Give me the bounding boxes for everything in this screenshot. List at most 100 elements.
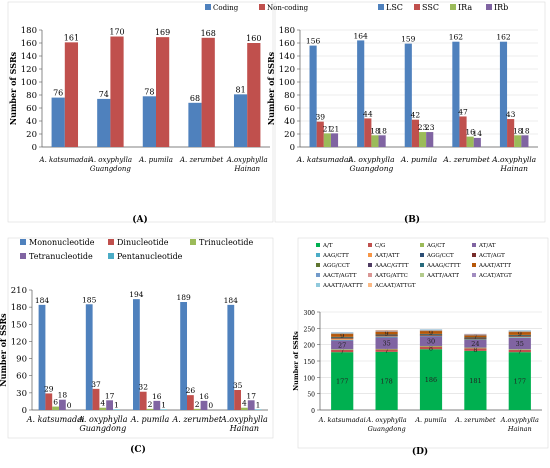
bar [153, 400, 161, 410]
category-label: A. katsumadai [26, 415, 85, 424]
legend-label: ACT/AGT [478, 253, 505, 259]
legend-label: AAG/CTT [322, 253, 349, 259]
legend-swatch [414, 4, 420, 10]
bar [99, 407, 107, 410]
y-tick-label: 60 [16, 372, 27, 382]
bar [193, 408, 201, 410]
data-label: 8 [429, 344, 433, 352]
category-label: Guangdong [349, 164, 393, 173]
data-label: 9 [518, 330, 522, 338]
data-label: 168 [201, 29, 216, 38]
legend-label: AATG/ATTC [374, 273, 408, 279]
data-label: 1 [256, 400, 261, 409]
y-tick-label: 150 [11, 320, 27, 330]
stacked-bar-segment [464, 335, 487, 338]
stacked-bar-segment [375, 335, 398, 336]
data-label: 18 [370, 126, 380, 135]
category-label: A. pumila [130, 415, 170, 424]
y-tick-label: 100 [304, 375, 316, 382]
stacked-bar-segment [419, 329, 443, 330]
stacked-bar-segment [419, 334, 443, 335]
data-label: 177 [514, 378, 526, 386]
legend-label: AACT/AGTT [322, 273, 357, 279]
stacked-bar-segment [331, 352, 354, 410]
data-label: 184 [224, 296, 239, 305]
legend-label: AATT/AATT [426, 273, 459, 279]
y-tick-label: 180 [279, 26, 295, 36]
chart-panel-a: 0 20 40 60 80 100 120 140 160 180 Number of SSRs 76… [7, 1, 309, 225]
stacked-bar-segment [375, 335, 398, 337]
bar [364, 118, 372, 147]
data-label: 4 [100, 399, 105, 408]
legend-swatch [420, 253, 424, 257]
panel-label: (C) [130, 444, 146, 455]
bar [92, 388, 100, 410]
data-label: 161 [64, 33, 79, 42]
stacked-bar-segment [464, 334, 487, 336]
data-label: 47 [458, 107, 468, 116]
stacked-bar-segment [464, 339, 487, 340]
stacked-bar-segment [419, 330, 443, 334]
panel-frame [7, 237, 274, 439]
data-label: 164 [354, 31, 369, 40]
data-label: 29 [44, 384, 54, 393]
data-label: 23 [425, 123, 435, 132]
data-label: 8 [473, 346, 477, 354]
bar [45, 393, 53, 410]
legend-label: AAT/ATT [374, 253, 400, 259]
data-label: 189 [176, 293, 191, 302]
stacked-bar-segment [419, 335, 443, 337]
category-label: Guangdong [368, 425, 406, 433]
y-tick-label: 160 [279, 39, 295, 49]
category-label: A. katsumadai [39, 156, 91, 164]
stacked-bar-segment [331, 332, 354, 334]
data-label: 1 [161, 400, 166, 409]
legend-label: AAAT/ATTT [478, 263, 511, 269]
bar [227, 304, 235, 410]
y-tick-label: 0 [311, 408, 315, 415]
legend-label: AGG/CCT [426, 253, 454, 259]
stacked-bar-segment [464, 337, 487, 338]
data-label: 32 [138, 383, 148, 392]
bar [85, 304, 93, 410]
stacked-bar-segment [508, 337, 531, 338]
bar [452, 41, 460, 148]
bar [309, 45, 317, 147]
y-tick-label: 120 [11, 337, 27, 347]
bar [180, 302, 188, 410]
legend-swatch [420, 263, 424, 267]
stacked-bar-segment [375, 336, 398, 337]
data-label: 2 [195, 400, 200, 409]
data-label: 18 [58, 391, 68, 400]
y-tick-label: 160 [21, 39, 37, 49]
stacked-bar-segment [508, 336, 531, 337]
stacked-bar-segment [419, 329, 443, 331]
legend-swatch [316, 263, 320, 267]
data-label: 39 [315, 113, 325, 122]
stacked-bar-segment [419, 334, 443, 336]
category-label: A. pumila [400, 155, 437, 164]
legend-swatch [20, 239, 26, 245]
data-label: 18 [520, 126, 530, 135]
legend-label: Coding [213, 4, 239, 12]
data-label: 6 [53, 398, 58, 407]
data-label: 156 [306, 37, 321, 46]
stacked-bar-segment [508, 335, 531, 337]
legend-label: AAATT/AATTT [322, 283, 363, 289]
stacked-bar-segment [464, 339, 487, 348]
y-tick-label: 140 [21, 52, 37, 62]
data-label: 159 [401, 35, 416, 44]
legend-swatch [420, 273, 424, 277]
bar [106, 400, 113, 410]
y-tick-label: 180 [11, 303, 27, 313]
stacked-bar-segment [375, 348, 398, 350]
bar [316, 121, 324, 147]
stacked-bar-segment [331, 338, 354, 340]
legend-label: LSC [386, 3, 403, 12]
data-label: 35 [382, 340, 390, 348]
legend-swatch [368, 273, 372, 277]
bar [499, 41, 508, 148]
data-label: 23 [418, 123, 428, 132]
stacked-bar-segment [419, 335, 443, 337]
category-label: A. zerumbet [442, 155, 490, 164]
